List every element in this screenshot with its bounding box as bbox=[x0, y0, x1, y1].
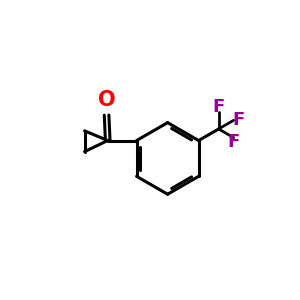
Text: F: F bbox=[232, 111, 245, 129]
Text: O: O bbox=[98, 90, 116, 110]
Text: F: F bbox=[212, 98, 225, 116]
Text: F: F bbox=[227, 133, 240, 151]
